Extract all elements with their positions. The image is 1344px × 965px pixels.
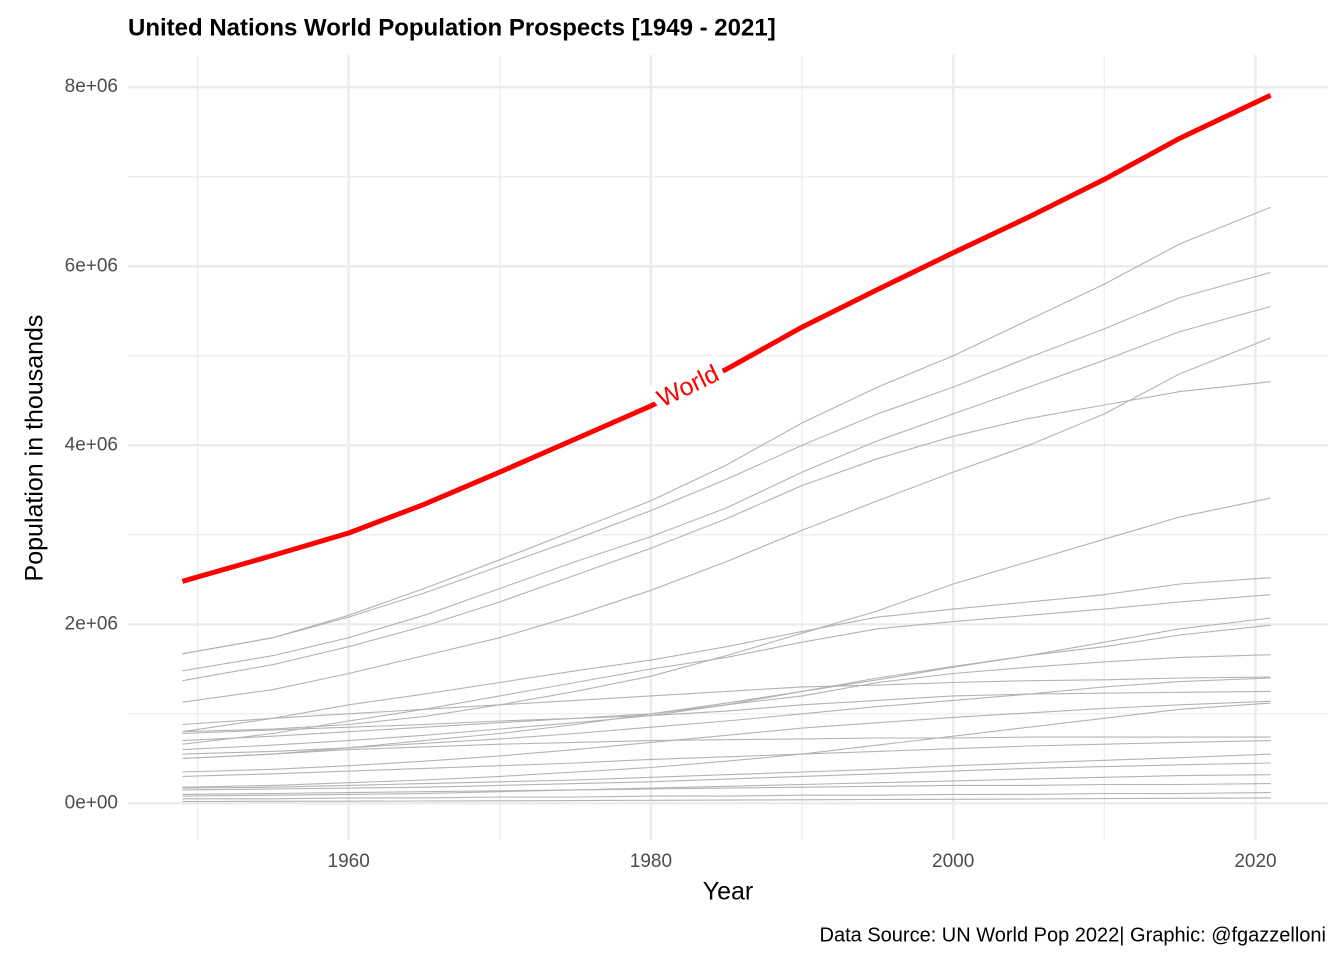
- series-line: [182, 381, 1271, 682]
- series-line: [182, 206, 1271, 655]
- x-tick-label: 1960: [328, 851, 370, 872]
- series-line: [182, 677, 1271, 755]
- y-axis-title: Population in thousands: [21, 315, 49, 582]
- series-line: [182, 577, 1271, 733]
- series-line: [182, 624, 1271, 751]
- series-line: [182, 700, 1271, 773]
- series-line: [182, 702, 1271, 788]
- series-line: [182, 654, 1271, 742]
- series-line: [182, 783, 1271, 795]
- series-line: [182, 594, 1271, 745]
- x-tick-label: 2020: [1234, 851, 1276, 872]
- x-tick-label: 2000: [932, 851, 974, 872]
- series-line: [182, 797, 1271, 803]
- series-line: [182, 337, 1271, 703]
- chart-title: United Nations World Population Prospect…: [128, 14, 776, 41]
- series-line: [182, 617, 1271, 760]
- series-line: [182, 762, 1271, 791]
- y-tick-label: 6e+06: [65, 255, 118, 276]
- series-line: [182, 497, 1271, 733]
- series-line: [182, 740, 1271, 777]
- series-line: [182, 676, 1271, 726]
- y-tick-label: 2e+06: [65, 613, 118, 634]
- series-line: [182, 690, 1271, 735]
- x-axis-title: Year: [703, 878, 754, 906]
- series-line: [182, 792, 1271, 800]
- series-line: [182, 753, 1271, 789]
- y-tick-label: 4e+06: [65, 434, 118, 455]
- x-tick-label: 1980: [630, 851, 672, 872]
- y-tick-label: 0e+00: [65, 792, 118, 813]
- grid: [128, 55, 1328, 840]
- highlight-line: [181, 93, 1272, 584]
- series-line: [182, 305, 1271, 672]
- series-line: [182, 271, 1271, 655]
- series-line: [182, 774, 1271, 797]
- series-label: World: [653, 360, 724, 414]
- series-line: [182, 736, 1271, 760]
- y-tick-label: 8e+06: [65, 76, 118, 97]
- caption: Data Source: UN World Pop 2022| Graphic:…: [820, 924, 1326, 946]
